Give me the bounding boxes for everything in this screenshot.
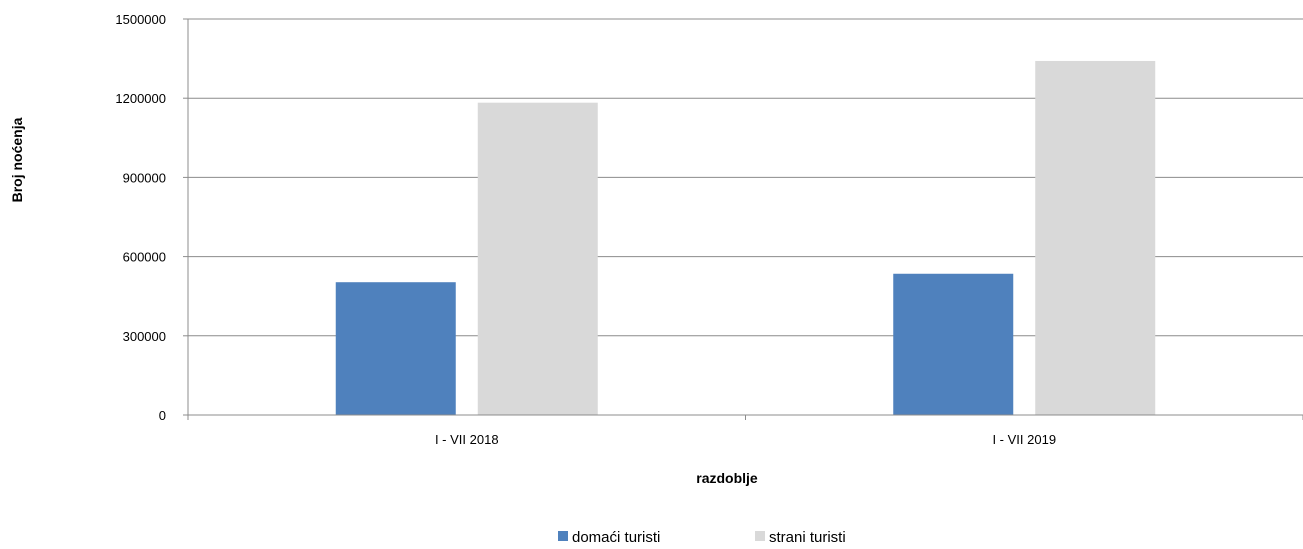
legend-label: domaći turisti [572,529,660,546]
y-tick-label: 1200000 [115,91,166,106]
legend-swatch [558,531,568,541]
y-tick-label: 0 [159,408,166,423]
x-axis-title: razdoblje [696,470,758,486]
y-axis-title: Broj noćenja [9,117,25,202]
x-tick-label: I - VII 2018 [435,432,499,447]
bar-foreign-1 [1035,60,1156,415]
bars [335,60,1156,416]
y-tick-label: 600000 [123,250,166,265]
legend: domaći turisti strani turisti [558,529,846,546]
legend-swatch [755,531,765,541]
y-axis-tick-labels: 0 300000 600000 900000 1200000 1500000 [115,12,166,423]
y-tick-label: 1500000 [115,12,166,27]
axes [187,19,1303,420]
y-tick-label: 300000 [123,329,166,344]
x-tick-label: I - VII 2019 [992,432,1056,447]
bar-foreign-0 [477,102,598,416]
x-axis-tick-labels: I - VII 2018 I - VII 2019 [435,432,1056,447]
y-tick-label: 900000 [123,170,166,185]
bar-domestic-1 [893,273,1014,415]
bar-domestic-0 [335,282,456,415]
legend-label: strani turisti [769,529,846,546]
